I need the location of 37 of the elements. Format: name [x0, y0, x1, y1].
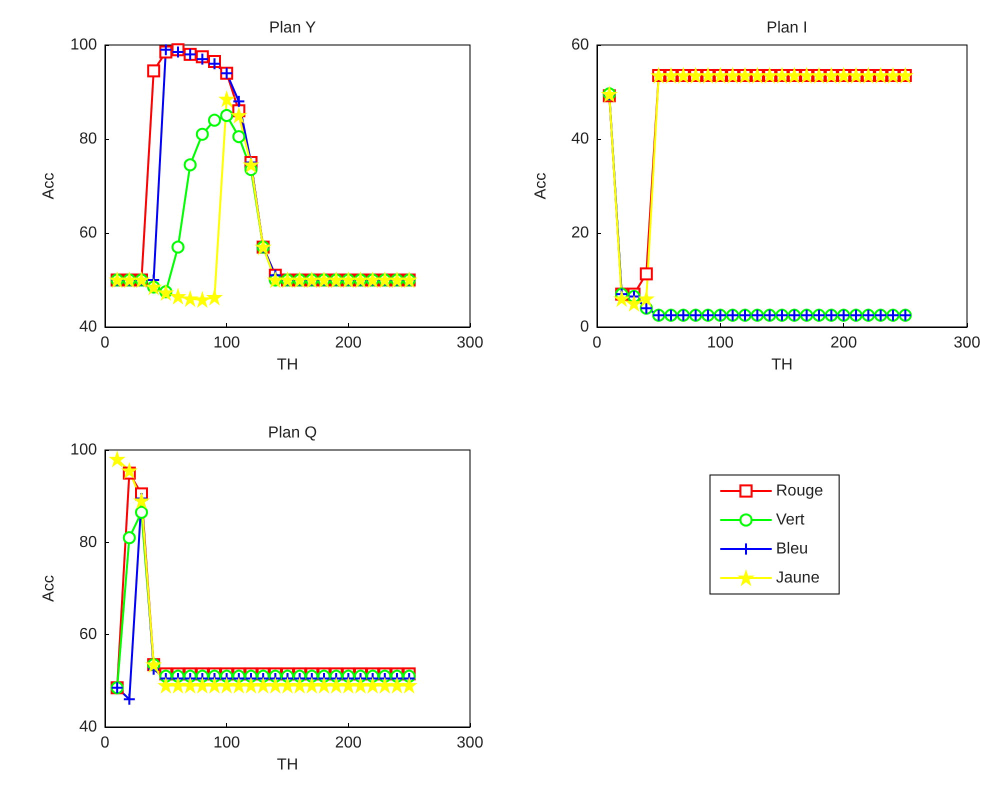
legend-label: Vert — [776, 512, 806, 528]
x-axis-title: TH — [276, 756, 298, 774]
x-tick-label: 100 — [213, 734, 240, 752]
chart-title: Plan Q — [268, 424, 317, 442]
x-tick-label: 100 — [706, 334, 734, 352]
x-tick-label: 0 — [592, 334, 602, 352]
y-tick-label: 80 — [79, 130, 98, 148]
y-tick-label: 60 — [79, 224, 98, 242]
y-axis-title: Acc — [532, 172, 550, 200]
x-tick-label: 300 — [456, 734, 484, 752]
legend-label: Jaune — [776, 570, 820, 586]
chart-title: Plan I — [766, 20, 808, 36]
x-tick-label: 300 — [456, 334, 484, 352]
y-tick-label: 0 — [580, 318, 590, 336]
x-tick-label: 200 — [334, 334, 362, 352]
y-tick-label: 20 — [571, 224, 590, 242]
y-tick-label: 100 — [70, 442, 98, 458]
x-tick-label: 100 — [213, 334, 240, 352]
x-axis-title: TH — [276, 356, 298, 374]
y-tick-label: 60 — [79, 626, 98, 644]
x-tick-label: 300 — [954, 334, 980, 352]
chart-title: Plan Y — [269, 20, 316, 36]
y-tick-label: 40 — [79, 718, 98, 736]
y-tick-label: 80 — [79, 534, 98, 551]
y-tick-label: 100 — [70, 36, 98, 54]
x-tick-label: 200 — [334, 734, 362, 752]
legend-label: Rouge — [776, 482, 824, 500]
x-tick-label: 200 — [830, 334, 858, 352]
y-tick-label: 40 — [79, 318, 98, 336]
x-tick-label: 0 — [100, 734, 110, 752]
y-tick-label: 60 — [571, 36, 590, 54]
y-axis-title: Acc — [40, 575, 58, 602]
legend-label: Bleu — [776, 540, 808, 558]
x-tick-label: 0 — [100, 334, 110, 352]
y-axis-title: Acc — [40, 172, 58, 200]
x-axis-title: TH — [771, 356, 793, 374]
y-tick-label: 40 — [571, 130, 590, 148]
